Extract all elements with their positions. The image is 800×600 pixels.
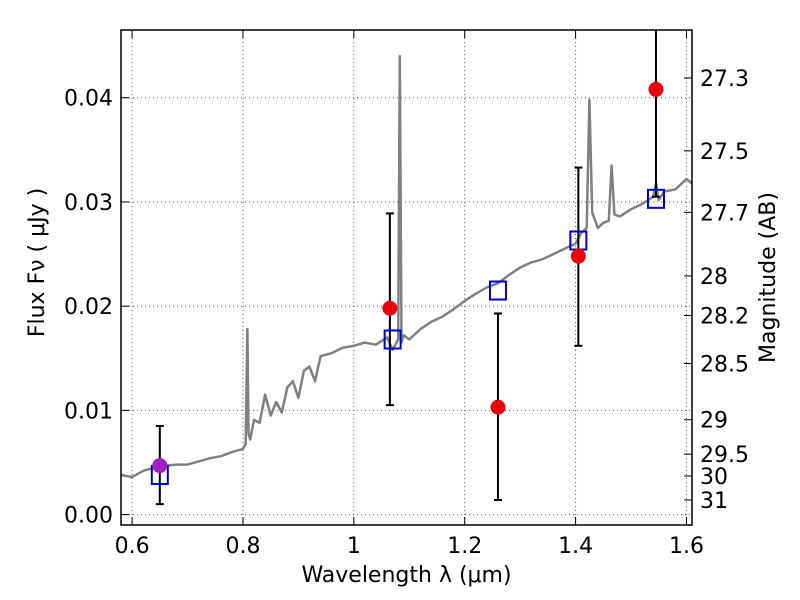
- observed-flux-point: [382, 300, 398, 316]
- observed-flux-point: [490, 399, 506, 415]
- model-spectrum-line: [120, 54, 693, 479]
- axis-ticks: 0.6 0.8 1 1.2 1.4 1.6 0.00 0.01 0.02 0.03 0.04 27.3…: [64, 30, 749, 559]
- right-tick-label: 29: [700, 409, 728, 434]
- grid: [121, 30, 692, 525]
- y-tick-label: 0.00: [64, 504, 113, 529]
- y-axis-label: Flux Fν ( μJy ): [25, 188, 50, 337]
- y-tick-label: 0.03: [64, 191, 113, 216]
- y-tick-label: 0.02: [64, 295, 113, 320]
- observed-flux-point: [152, 458, 168, 474]
- right-tick-label: 28.2: [700, 305, 749, 330]
- right-tick-label: 31: [700, 489, 728, 514]
- x-axis-label: Wavelength λ (μm): [301, 563, 511, 588]
- y-tick-label: 0.01: [64, 399, 113, 424]
- x-tick-label: 1.2: [447, 534, 482, 559]
- x-tick-label: 0.8: [225, 534, 260, 559]
- right-tick-label: 30: [700, 465, 728, 490]
- observed-flux-point: [648, 81, 664, 97]
- right-axis-label: Magnitude (AB): [756, 192, 781, 363]
- x-tick-label: 1.4: [558, 534, 593, 559]
- model-photometry-square: [383, 329, 402, 350]
- model-photometry-square: [488, 280, 507, 301]
- right-tick-label: 29.5: [700, 443, 749, 468]
- model-photometry-square: [646, 188, 665, 209]
- x-tick-label: 1.6: [669, 534, 704, 559]
- right-tick-label: 27.3: [700, 67, 749, 92]
- right-tick-label: 28.5: [700, 352, 749, 377]
- plot-frame: [120, 29, 693, 526]
- right-tick-label: 27.5: [700, 140, 749, 165]
- right-tick-label: 27.7: [700, 201, 749, 226]
- y-tick-label: 0.04: [64, 87, 113, 112]
- observed-flux-point: [570, 248, 586, 264]
- right-tick-label: 28: [700, 265, 728, 290]
- x-tick-label: 0.6: [115, 534, 150, 559]
- plot-area: [120, 30, 693, 506]
- x-tick-label: 1: [347, 534, 361, 559]
